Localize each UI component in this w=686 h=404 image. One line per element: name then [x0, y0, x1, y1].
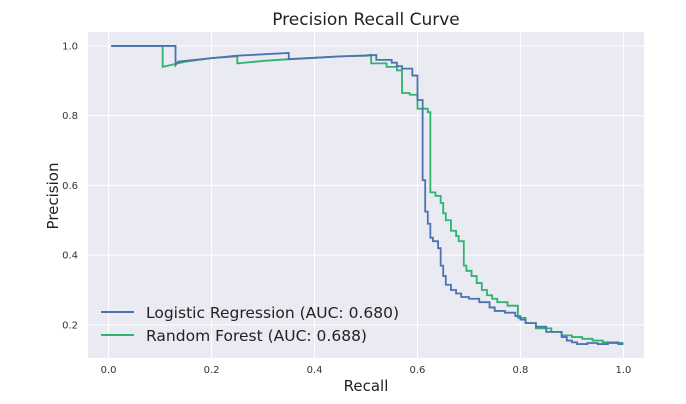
x-axis-label: Recall [344, 377, 389, 395]
y-tick-labels: 0.2 0.4 0.6 0.8 1.0 [62, 41, 78, 331]
y-tick-label: 1.0 [62, 41, 78, 52]
x-tick-label: 1.0 [615, 365, 631, 376]
x-tick-label: 0.8 [512, 365, 528, 376]
grid-lines [88, 32, 644, 358]
y-tick-label: 0.8 [62, 111, 78, 122]
x-tick-label: 0.4 [307, 365, 323, 376]
legend-label-random-forest: Random Forest (AUC: 0.688) [146, 327, 367, 345]
series-line-random-forest [111, 45, 624, 344]
x-tick-label: 0.2 [204, 365, 220, 376]
y-tick-label: 0.2 [62, 320, 78, 331]
legend-label-logistic-regression: Logistic Regression (AUC: 0.680) [146, 304, 399, 322]
y-tick-label: 0.6 [62, 181, 78, 192]
x-tick-label: 0.0 [101, 365, 117, 376]
y-axis-label: Precision [44, 163, 62, 230]
x-tick-label: 0.6 [410, 365, 426, 376]
series-layer [111, 45, 624, 345]
series-line-logistic-regression [111, 45, 624, 345]
plot-background [88, 32, 644, 358]
y-tick-label: 0.4 [62, 251, 78, 262]
chart-title: Precision Recall Curve [272, 10, 460, 30]
legend: Logistic Regression (AUC: 0.680) Random … [101, 304, 399, 345]
x-tick-labels: 0.0 0.2 0.4 0.6 0.8 1.0 [101, 365, 632, 376]
